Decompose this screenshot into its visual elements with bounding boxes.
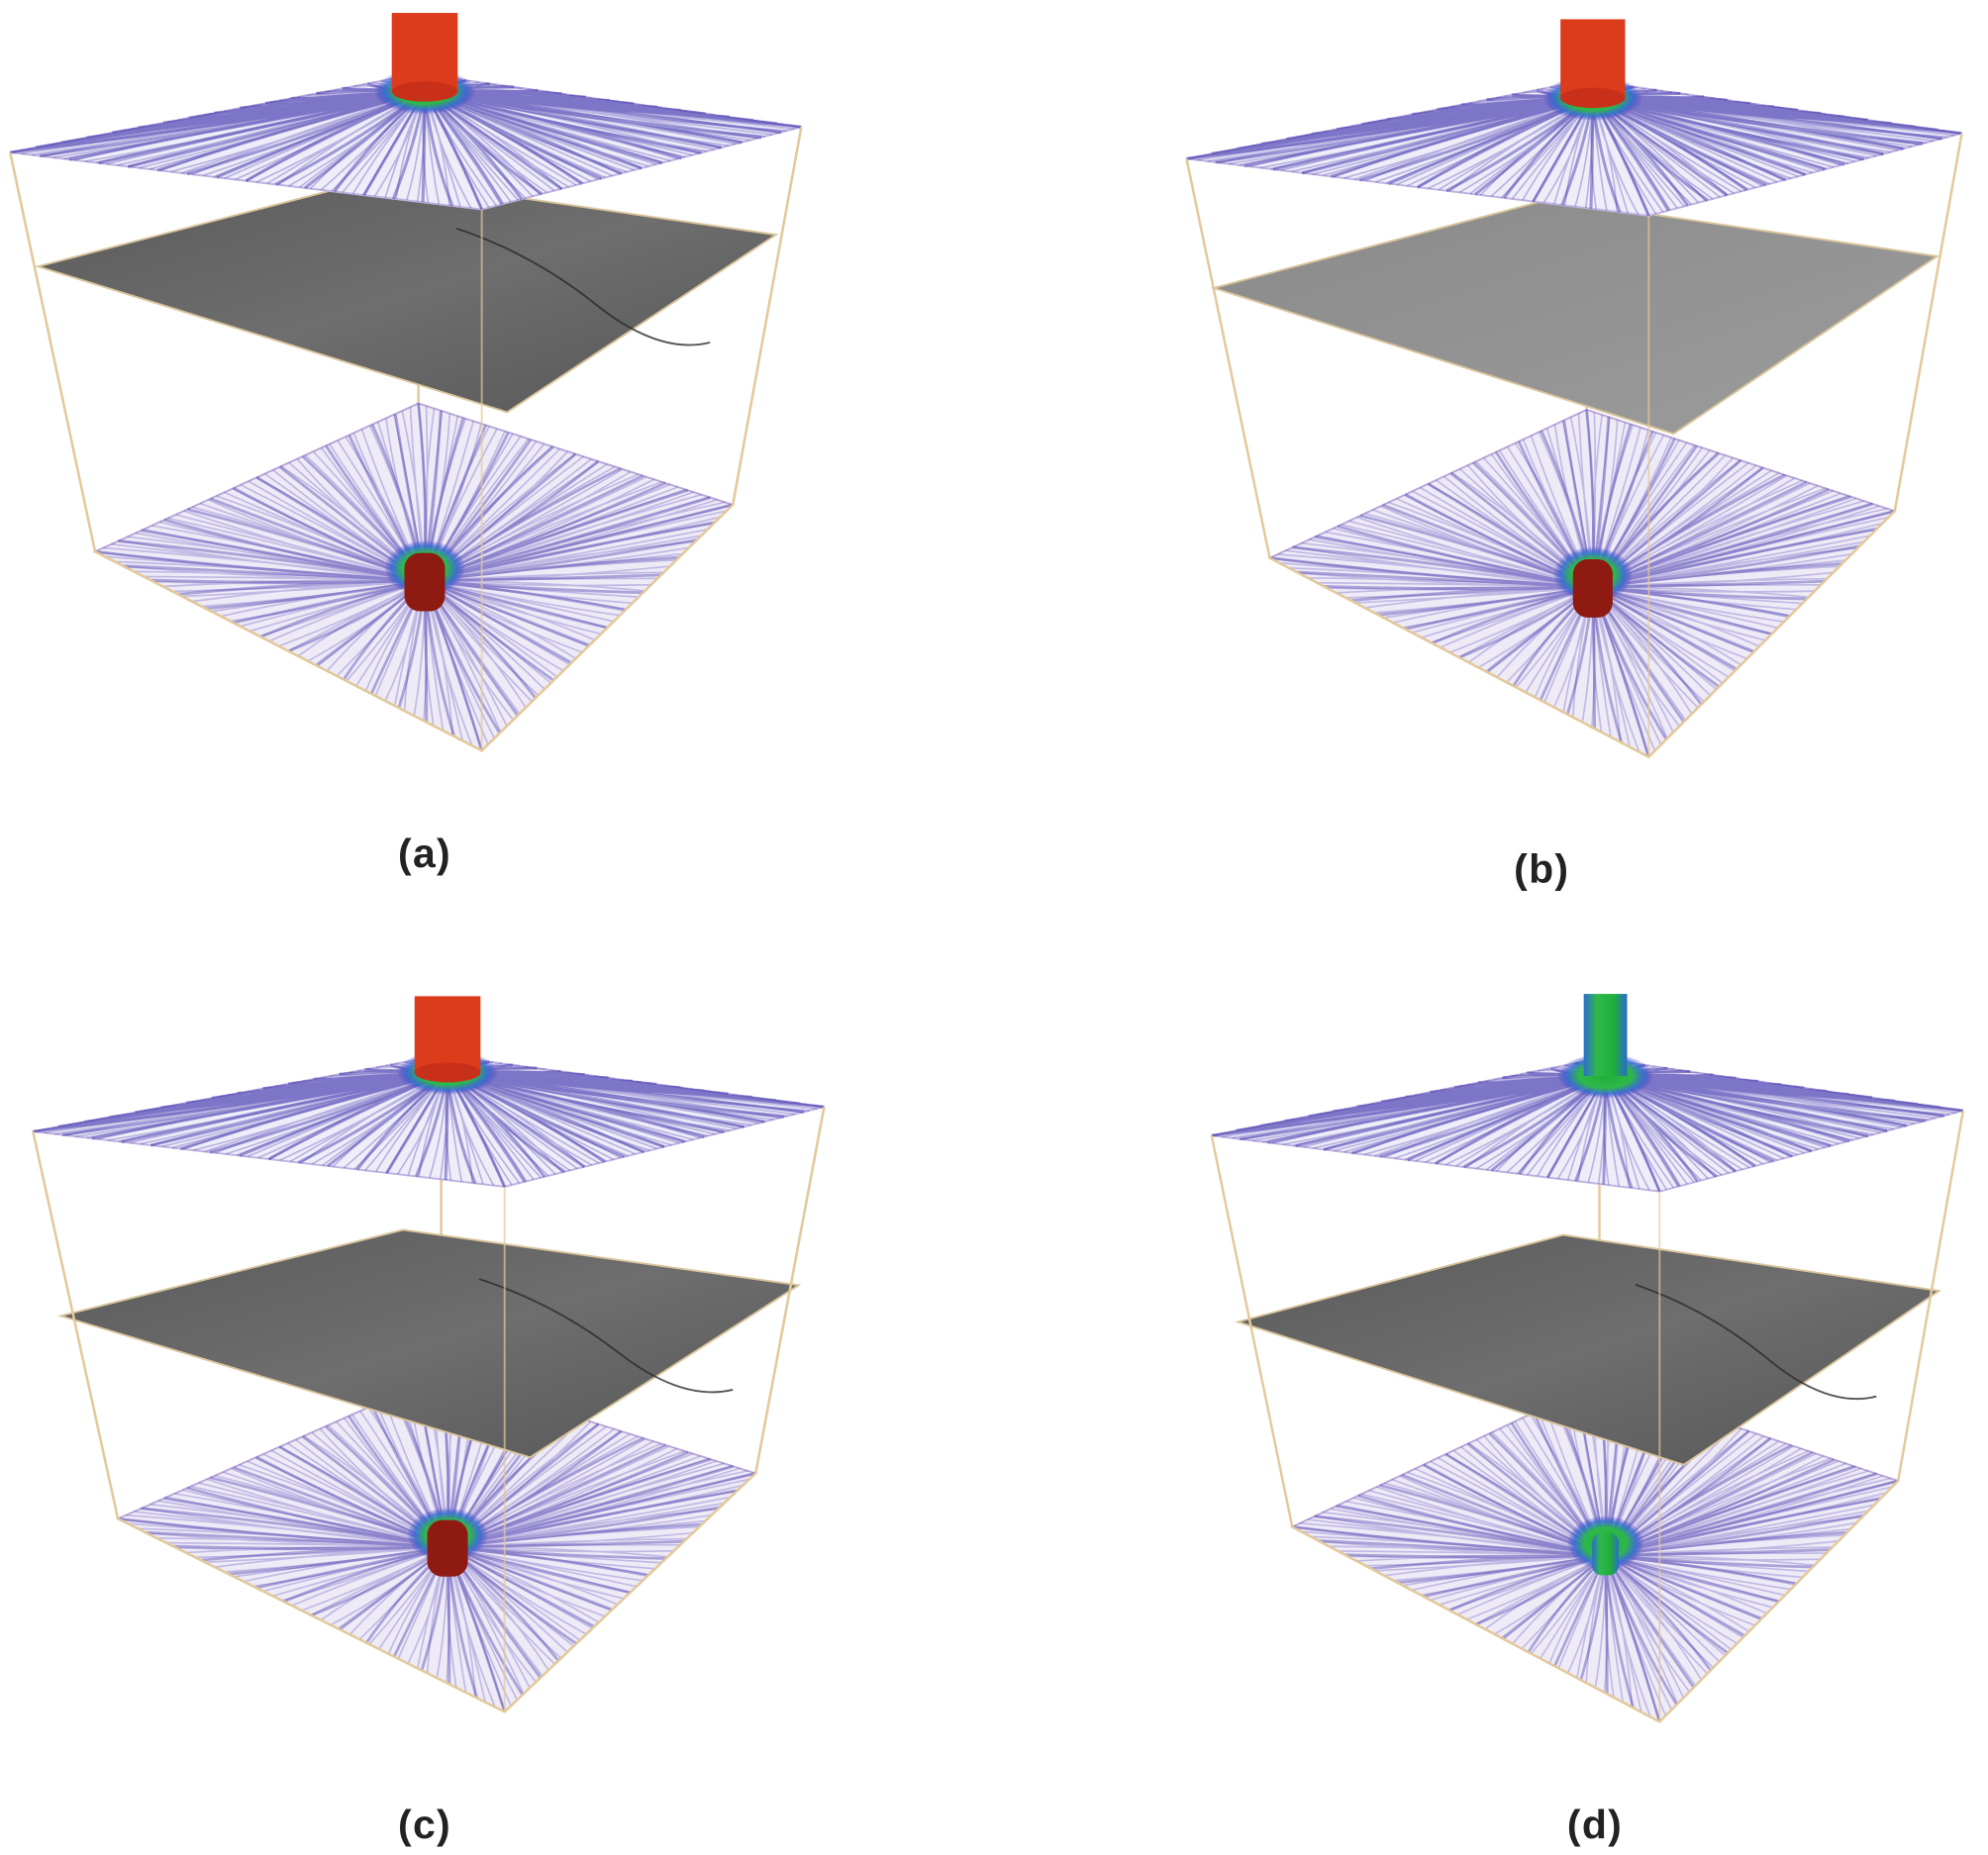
- panel-label: (b): [1514, 846, 1569, 892]
- streamlines: [117, 1374, 756, 1712]
- image-slice: [1235, 1233, 1942, 1466]
- source-ring: [1556, 1053, 1654, 1099]
- panels: [8, 13, 1965, 1724]
- source-top: [414, 1062, 481, 1083]
- panel-label: (a): [398, 830, 451, 876]
- sink: [1592, 1532, 1619, 1576]
- render-panel: [1210, 994, 1965, 1724]
- source-top: [1560, 87, 1626, 109]
- source: [1583, 994, 1628, 1076]
- top-plane: [1186, 78, 1962, 217]
- image-slice: [1210, 198, 1940, 436]
- panel-label: (c): [398, 1802, 451, 1847]
- render-panel: [1185, 19, 1963, 759]
- panel-label: (d): [1567, 1802, 1623, 1847]
- render-panel: [8, 13, 803, 752]
- box-edge: [32, 1106, 826, 1713]
- streamlines: [1292, 1381, 1899, 1722]
- streamlines: [1269, 409, 1896, 758]
- streamlines: [1292, 1381, 1899, 1722]
- source: [391, 13, 458, 92]
- streamlines: [1269, 409, 1895, 758]
- crack: [455, 227, 711, 346]
- source-top: [391, 81, 458, 102]
- image-slice: [56, 1228, 802, 1459]
- crack: [1635, 1283, 1877, 1401]
- crack: [478, 1278, 734, 1394]
- streamlines: [117, 1374, 756, 1712]
- sink: [427, 1519, 468, 1577]
- source: [414, 996, 481, 1073]
- render-panel: [32, 996, 826, 1713]
- source: [1560, 19, 1626, 98]
- sink: [404, 552, 446, 612]
- sink: [1572, 558, 1613, 618]
- image-slice: [34, 176, 779, 414]
- streamlines: [94, 403, 734, 751]
- streamlines: [94, 403, 734, 751]
